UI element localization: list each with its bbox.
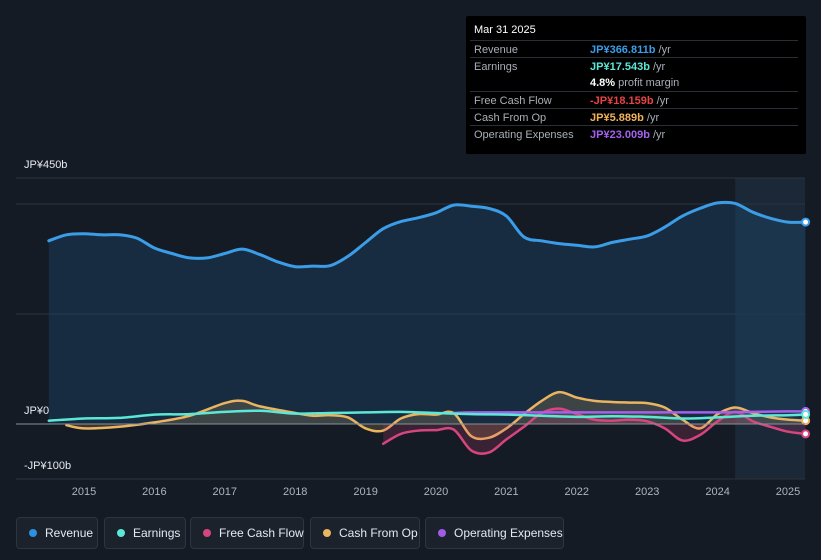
legend-label: Earnings [133, 526, 181, 540]
tooltip-value: JP¥17.543b /yr [590, 61, 665, 73]
x-tick-label: 2018 [283, 486, 307, 498]
legend-dot-icon [29, 529, 37, 537]
tooltip-row-revenue: Revenue JP¥366.811b /yr [470, 40, 798, 58]
x-tick-label: 2025 [776, 486, 800, 498]
unit-text: /yr [655, 44, 671, 56]
tooltip-row-profit-margin: 4.8% profit margin [470, 74, 798, 91]
legend-earnings[interactable]: Earnings [104, 517, 186, 549]
tooltip-label: Cash From Op [474, 112, 547, 124]
value-text: JP¥366.811b [590, 44, 656, 56]
x-tick-label: 2017 [213, 486, 237, 498]
unit-text: /yr [643, 112, 660, 124]
x-tick-label: 2019 [353, 486, 377, 498]
series-endpoint-revenue [801, 217, 811, 227]
legend-revenue[interactable]: Revenue [16, 517, 98, 549]
tooltip-row-cash-from-op: Cash From Op JP¥5.889b /yr [470, 108, 798, 126]
legend-free-cash-flow[interactable]: Free Cash Flow [190, 517, 304, 549]
tooltip-label: Revenue [474, 44, 519, 56]
x-tick-label: 2015 [72, 486, 96, 498]
y-tick-label-450: JP¥450b [24, 159, 68, 171]
tooltip-label: Operating Expenses [474, 129, 574, 141]
legend-dot-icon [323, 529, 331, 537]
y-tick-label-0: JP¥0 [24, 405, 50, 417]
unit-text: /yr [649, 61, 666, 73]
tooltip-value: JP¥5.889b /yr [590, 112, 659, 124]
tooltip-value: 4.8% profit margin [590, 77, 679, 89]
legend-label: Operating Expenses [454, 526, 563, 540]
series-line-cash-from-op [65, 390, 807, 441]
series-line-revenue [47, 200, 808, 269]
x-tick-label: 2021 [494, 486, 518, 498]
series-endpoint-earnings [801, 409, 811, 419]
tooltip-date: Mar 31 2025 [474, 24, 536, 36]
tooltip-row-free-cash-flow: Free Cash Flow -JP¥18.159b /yr [470, 91, 798, 109]
x-tick-label: 2022 [565, 486, 589, 498]
legend-label: Cash From Op [339, 526, 418, 540]
x-tick-label: 2020 [424, 486, 448, 498]
series-area-free-cash-flow [383, 408, 806, 454]
tooltip-label: Free Cash Flow [474, 95, 552, 107]
unit-text: /yr [649, 129, 666, 141]
legend-dot-icon [203, 529, 211, 537]
value-text: -JP¥18.159b [590, 95, 654, 107]
x-tick-label: 2024 [705, 486, 729, 498]
tooltip-value: -JP¥18.159b /yr [590, 95, 669, 107]
x-tick-label: 2016 [142, 486, 166, 498]
x-tick-label: 2023 [635, 486, 659, 498]
tooltip-value: JP¥23.009b /yr [590, 129, 665, 141]
legend-operating-expenses[interactable]: Operating Expenses [425, 517, 564, 549]
series-line-earnings [47, 409, 807, 422]
series-area-revenue [48, 202, 806, 424]
value-text: JP¥23.009b [590, 129, 650, 141]
legend-label: Revenue [45, 526, 94, 540]
tooltip-row-earnings: Earnings JP¥17.543b /yr [470, 57, 798, 75]
value-text: 4.8% [590, 77, 616, 89]
tooltip-label: Earnings [474, 61, 518, 73]
legend-label: Free Cash Flow [219, 526, 304, 540]
series-endpoint-free-cash-flow [801, 429, 811, 439]
tooltip-row-operating-expenses: Operating Expenses JP¥23.009b /yr [470, 125, 798, 143]
tooltip-value: JP¥366.811b /yr [590, 44, 671, 56]
value-text: JP¥17.543b [590, 61, 650, 73]
legend-dot-icon [438, 529, 446, 537]
y-tick-label-neg100: -JP¥100b [24, 460, 72, 472]
legend-cash-from-op[interactable]: Cash From Op [310, 517, 420, 549]
forecast-highlight-band [735, 178, 805, 479]
unit-text: /yr [653, 95, 669, 107]
unit-text: profit margin [615, 77, 680, 89]
data-tooltip: Mar 31 2025 Revenue JP¥366.811b /yr Earn… [466, 16, 806, 154]
value-text: JP¥5.889b [590, 112, 644, 124]
legend-dot-icon [117, 529, 125, 537]
series-line-operating-expenses [452, 410, 807, 415]
